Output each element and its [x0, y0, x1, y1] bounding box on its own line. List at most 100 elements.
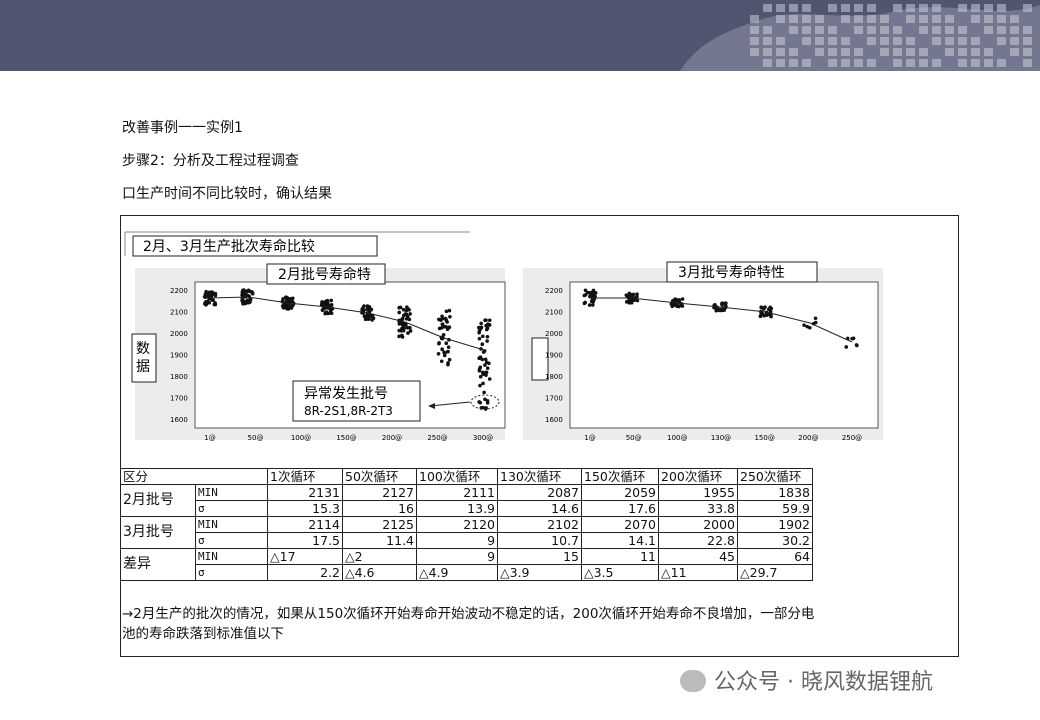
scatter-dot — [485, 339, 489, 343]
scatter-dot — [407, 308, 411, 312]
scatter-dot — [588, 294, 592, 299]
plot-title: 2月批号寿命特 — [278, 266, 371, 283]
scatter-dot — [440, 322, 445, 327]
header-tile — [1023, 26, 1032, 34]
scatter-dot — [673, 297, 677, 301]
table-cell: 150次循环 — [581, 468, 660, 485]
y-tick-label: 1900 — [545, 352, 563, 360]
table-cell: 15.3 — [267, 500, 344, 517]
table-row: 3月批号 MIN 2114 2125 2120 2102 2070 2000 1902 — [120, 516, 814, 549]
header-tile — [1010, 15, 1019, 23]
scatter-dot — [404, 322, 408, 327]
header-tile — [906, 59, 915, 67]
header-tile — [1023, 37, 1032, 45]
y-tick-label: 2100 — [170, 309, 188, 317]
header-tile — [984, 26, 993, 34]
y-tick-label: 2000 — [545, 330, 563, 338]
scatter-dot — [440, 347, 444, 352]
table-cell: 30.2 — [737, 532, 814, 549]
header-tile — [763, 4, 772, 12]
header-tile — [763, 48, 772, 56]
scatter-dot — [629, 300, 634, 305]
table-cell: 1955 — [658, 484, 739, 501]
scatter-dot — [483, 357, 488, 362]
scatter-dot — [480, 334, 485, 339]
scatter-dot — [808, 325, 812, 330]
header-tile — [789, 48, 798, 56]
scatter-dot — [246, 300, 251, 305]
header-tile — [880, 48, 889, 56]
scatter-dot — [479, 321, 483, 326]
scatter-dot — [405, 326, 410, 330]
scatter-dot — [436, 352, 441, 356]
scatter-dot — [587, 303, 592, 307]
scatter-dot — [582, 301, 587, 306]
scatter-dot — [211, 291, 215, 295]
table-cell: 2125 — [342, 516, 418, 533]
table-row: 差异 MIN △17 △2 9 15 11 45 64 — [120, 548, 814, 581]
scatter-dot — [477, 336, 482, 341]
table-cell: 13.9 — [416, 500, 499, 517]
scatter-dot — [397, 310, 402, 315]
header-tile — [750, 26, 759, 34]
header-tile — [828, 26, 837, 34]
header-tile — [893, 4, 902, 12]
header-tile — [1023, 59, 1032, 67]
header-tile — [932, 15, 941, 23]
scatter-dot — [319, 303, 324, 307]
header-tile — [919, 59, 928, 67]
header-tile — [776, 59, 785, 67]
header-tile — [919, 48, 928, 56]
scatter-dot — [447, 357, 452, 362]
table-cell: 22.8 — [658, 532, 739, 549]
scatter-dot — [487, 377, 492, 381]
table-cell: 250次循环 — [737, 468, 814, 485]
table-cell: 1902 — [737, 516, 814, 533]
scatter-dot — [291, 296, 295, 301]
table-cell: 2000 — [658, 516, 739, 533]
y-tick-label: 2200 — [545, 287, 563, 295]
table-cell: 2127 — [342, 484, 418, 501]
header-tile — [841, 15, 850, 23]
header-tile — [1010, 26, 1019, 34]
scatter-dot — [365, 307, 369, 311]
header-tile — [971, 48, 980, 56]
x-tick-label: 100@ — [291, 434, 311, 442]
header-tile — [815, 48, 824, 56]
header-tile — [1010, 48, 1019, 56]
header-tile — [815, 37, 824, 45]
table-cell: 2070 — [581, 516, 660, 533]
scatter-dot — [280, 304, 285, 308]
scatter-dot — [624, 293, 629, 297]
table-cell: △17 — [267, 548, 344, 565]
scatter-dot — [478, 383, 482, 388]
header-tile — [750, 37, 759, 45]
y-tick-label: 2100 — [545, 309, 563, 317]
y-tick-label: 1700 — [545, 395, 563, 403]
header-tile — [1023, 48, 1032, 56]
scatter-dot — [477, 367, 482, 371]
scatter-dot — [484, 360, 489, 365]
scatter-dot — [369, 307, 374, 312]
header-tile — [802, 59, 811, 67]
scatter-dot — [718, 307, 723, 312]
table-cell: 14.1 — [581, 532, 660, 549]
x-tick-label: 50@ — [626, 434, 642, 442]
y-tick-label: 1800 — [170, 373, 188, 381]
header-tile — [867, 37, 876, 45]
scatter-dot — [442, 324, 447, 329]
table-cell: 1次循环 — [267, 468, 344, 485]
header-tile — [802, 37, 811, 45]
scatter-dot — [483, 397, 487, 402]
scatter-dot — [670, 303, 675, 307]
scatter-dot — [625, 299, 630, 304]
scatter-dot — [284, 295, 289, 300]
scatter-dot — [400, 326, 404, 331]
scatter-dot — [404, 308, 409, 313]
header-tile — [763, 59, 772, 67]
table-cell: 16 — [342, 500, 418, 517]
header-tile — [997, 59, 1006, 67]
header-tile — [984, 59, 993, 67]
header-tile — [776, 48, 785, 56]
